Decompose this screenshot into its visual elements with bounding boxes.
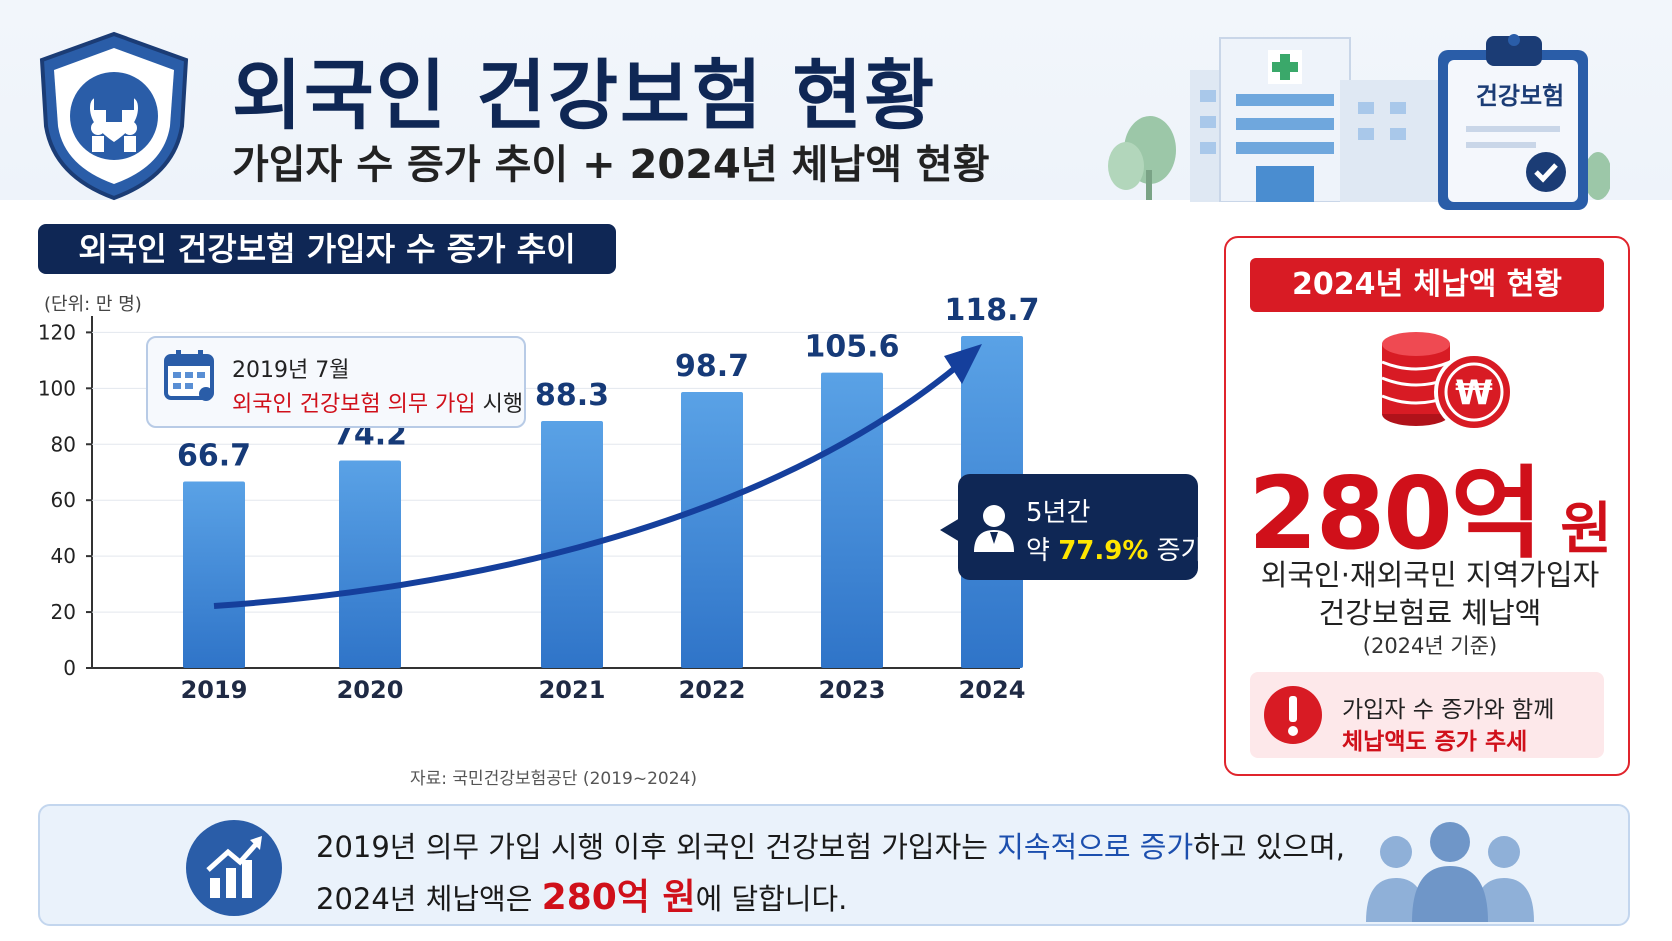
data-source: 자료: 국민건강보험공단 (2019~2024) <box>410 769 697 789</box>
x-label-2019: 2019 <box>181 676 248 704</box>
x-label-2020: 2020 <box>337 676 404 704</box>
exclamation-icon <box>1264 686 1322 744</box>
trend-arrow-head <box>944 344 982 384</box>
warning-line2: 체납액도 증가 추세 <box>1342 729 1528 755</box>
summary-line2: 2024년 체납액은 280억 원에 달합니다. <box>316 877 848 918</box>
x-label-2024: 2024 <box>959 676 1026 704</box>
value-label-2023: 105.6 <box>805 330 900 365</box>
chart-unit: (단위: 만 명) <box>44 294 142 315</box>
clipboard-label: 건강보험 <box>1475 82 1565 110</box>
bar-2023 <box>821 372 883 668</box>
page-title: 외국인 건강보험 현황 <box>232 51 937 140</box>
hospital-icon <box>1108 37 1440 202</box>
page-subtitle: 가입자 수 증가 추이 + 2024년 체납액 현황 <box>232 142 990 188</box>
bar-2020 <box>339 460 401 668</box>
shield-icon <box>39 31 189 201</box>
note-text: 외국인 건강보험 의무 가입 시행 <box>232 392 524 417</box>
people-group-icon <box>1366 822 1534 922</box>
arrears-amount: 280억 원 <box>1248 455 1612 572</box>
arrears-desc-target: 외국인·재외국민 지역가입자 <box>1260 558 1600 592</box>
value-label-2021: 88.3 <box>535 378 609 413</box>
value-label-2022: 98.7 <box>675 349 749 384</box>
growth-rate: 약 77.9% 증가 <box>1026 536 1205 566</box>
arrears-desc-basis: (2024년 기준) <box>1362 634 1498 658</box>
bar-2021 <box>541 421 603 668</box>
svg-text:₩: ₩ <box>1455 373 1493 413</box>
summary-line1: 2019년 의무 가입 시행 이후 외국인 건강보험 가입자는 지속적으로 증가… <box>316 830 1345 864</box>
y-tick-label: 120 <box>38 320 76 344</box>
x-label-2023: 2023 <box>819 676 886 704</box>
bar-2022 <box>681 391 743 668</box>
growth-callout <box>958 474 1198 580</box>
y-tick-label: 60 <box>51 488 76 512</box>
x-label-2021: 2021 <box>539 676 606 704</box>
y-tick-label: 0 <box>63 656 76 680</box>
y-tick-label: 40 <box>51 544 76 568</box>
growth-period: 5년간 <box>1026 498 1091 528</box>
value-label-2019: 66.7 <box>177 438 251 473</box>
y-tick-label: 80 <box>51 432 76 456</box>
growth-callout-tail <box>940 518 960 542</box>
coin-stack-icon: ₩ <box>1381 332 1514 432</box>
bar-2019 <box>183 481 245 668</box>
person-icon <box>974 505 1014 552</box>
section-title: 외국인 건강보험 가입자 수 증가 추이 <box>38 224 616 274</box>
y-tick-label: 20 <box>51 600 76 624</box>
trend-arrow <box>213 361 962 609</box>
summary-box <box>38 804 1630 926</box>
growth-chart-icon <box>186 820 282 916</box>
arrears-desc-type: 건강보험료 체납액 <box>1318 596 1542 630</box>
clipboard-check-icon <box>1438 34 1610 210</box>
note-date: 2019년 7월 <box>232 358 350 383</box>
value-label-2024: 118.7 <box>945 293 1040 328</box>
arrears-title: 2024년 체납액 현황 <box>1250 258 1604 312</box>
x-label-2022: 2022 <box>679 676 746 704</box>
y-tick-label: 100 <box>38 376 76 400</box>
calendar-icon <box>164 350 214 401</box>
warning-line1: 가입자 수 증가와 함께 <box>1342 697 1555 723</box>
